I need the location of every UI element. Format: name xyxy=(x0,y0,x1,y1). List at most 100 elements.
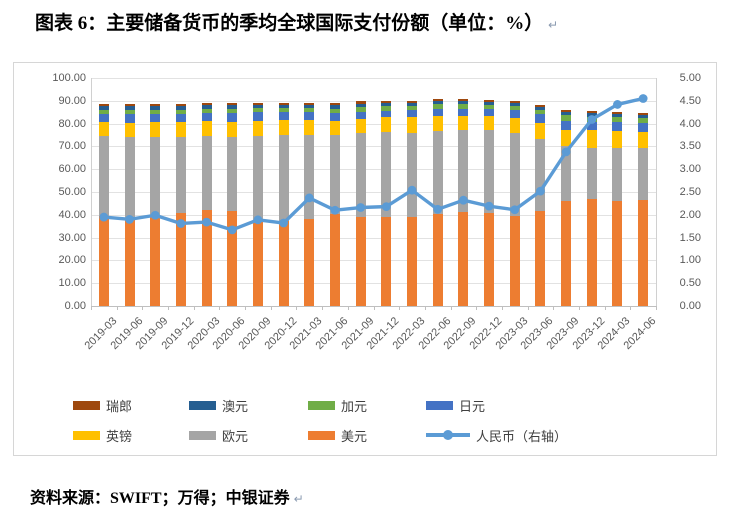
bar-segment-瑞郎 xyxy=(638,113,649,115)
rmb-line-marker xyxy=(613,100,622,109)
bar-segment-日元 xyxy=(175,114,186,123)
legend-item-英镑: 英镑 xyxy=(73,427,132,444)
bar-segment-加元 xyxy=(407,105,418,111)
bar-segment-美元 xyxy=(278,220,289,306)
legend-item-日元: 日元 xyxy=(426,397,486,414)
bar-segment-澳元 xyxy=(252,105,263,109)
bar-segment-英镑 xyxy=(252,120,263,137)
bar-segment-美元 xyxy=(381,217,392,306)
legend-label: 澳元 xyxy=(222,398,249,414)
rmb-line-marker xyxy=(484,201,494,211)
right-axis-label: 4.00 xyxy=(679,117,701,130)
bar-segment-日元 xyxy=(484,108,495,116)
x-axis-tick xyxy=(656,306,657,310)
bar-segment-日元 xyxy=(278,111,289,120)
rmb-line-marker xyxy=(536,186,545,196)
legend-label: 日元 xyxy=(459,398,486,414)
bar-segment-欧元 xyxy=(252,136,263,220)
bar-segment-欧元 xyxy=(227,136,238,212)
bar-segment-日元 xyxy=(124,114,135,123)
legend-label: 欧元 xyxy=(222,428,249,444)
bar-segment-日元 xyxy=(432,108,443,117)
bar-segment-美元 xyxy=(329,214,340,306)
rmb-line-marker xyxy=(253,215,263,225)
legend-item-加元: 加元 xyxy=(308,397,367,414)
legend-item-澳元: 澳元 xyxy=(189,397,249,414)
bar-segment-欧元 xyxy=(458,130,469,212)
bar-segment-瑞郎 xyxy=(252,103,263,106)
rmb-line-marker xyxy=(356,203,366,212)
plot-border xyxy=(656,78,657,307)
chart-title: 图表 6：主要储备货币的季均全球国际支付份额（单位：%） ↵ xyxy=(35,8,695,35)
bar-segment-澳元 xyxy=(150,106,161,111)
bar-segment-英镑 xyxy=(98,122,109,137)
bar-segment-瑞郎 xyxy=(612,112,623,114)
bar-segment-日元 xyxy=(638,122,649,132)
legend-row: 英镑 欧元 美元 人民币（右轴） xyxy=(14,427,716,444)
bar-segment-瑞郎 xyxy=(227,103,238,106)
bar-segment-美元 xyxy=(638,199,649,306)
bar-segment-欧元 xyxy=(381,131,392,218)
left-axis-label: 0.00 xyxy=(64,300,86,312)
bar-segment-英镑 xyxy=(586,129,597,148)
rmb-line-marker xyxy=(510,205,520,215)
bar-segment-澳元 xyxy=(432,100,443,105)
bar-segment-澳元 xyxy=(124,106,135,111)
bar-segment-英镑 xyxy=(535,123,546,139)
legend-item-欧元: 欧元 xyxy=(189,427,249,444)
x-axis-tick xyxy=(245,306,247,310)
bar-segment-加元 xyxy=(124,110,135,115)
bar-segment-欧元 xyxy=(612,148,623,201)
right-axis-label: 2.00 xyxy=(679,208,701,221)
bar-segment-欧元 xyxy=(304,134,315,220)
legend-row: 瑞郎 澳元 加元 日元 xyxy=(14,397,716,414)
bar-segment-日元 xyxy=(509,110,520,118)
bar-segment-加元 xyxy=(381,105,392,111)
chart-frame: 100.00 90.00 80.00 70.00 60.00 50.00 40.00 30.0… xyxy=(13,62,717,456)
bar-segment-加元 xyxy=(227,108,238,114)
rmb-line-marker xyxy=(381,202,391,211)
bar-segment-澳元 xyxy=(355,103,366,107)
bar-segment-加元 xyxy=(304,107,315,113)
bar-segment-加元 xyxy=(535,109,546,115)
bar-segment-瑞郎 xyxy=(561,110,572,112)
x-axis-tick xyxy=(527,306,529,310)
bar-segment-欧元 xyxy=(561,145,572,201)
legend-line-marker-icon xyxy=(443,430,453,440)
bar-segment-瑞郎 xyxy=(329,103,340,106)
bar-segment-欧元 xyxy=(201,135,212,211)
legend-item-美元: 美元 xyxy=(308,427,367,444)
source-note-text: 资料来源：SWIFT；万得；中银证券 xyxy=(30,490,290,507)
bar-segment-澳元 xyxy=(484,101,495,105)
legend-swatch-icon xyxy=(189,430,216,440)
x-axis-tick xyxy=(399,306,401,310)
bar-segment-瑞郎 xyxy=(124,103,135,107)
bar-segment-瑞郎 xyxy=(150,103,161,107)
bar-segment-欧元 xyxy=(150,137,161,216)
rmb-line-marker xyxy=(433,204,443,214)
left-axis-label: 70.00 xyxy=(58,140,86,153)
x-axis-tick xyxy=(116,306,118,310)
bar-segment-美元 xyxy=(612,200,623,306)
bar-segment-英镑 xyxy=(304,119,315,135)
bar-segment-欧元 xyxy=(509,132,520,216)
rmb-line-marker xyxy=(638,94,648,103)
bar-segment-美元 xyxy=(124,217,135,306)
source-note: 资料来源：SWIFT；万得；中银证券 ↵ xyxy=(30,484,304,508)
bar-segment-英镑 xyxy=(355,118,366,134)
left-axis-label: 60.00 xyxy=(58,163,86,176)
x-axis-tick xyxy=(450,306,452,310)
bar-segment-澳元 xyxy=(278,104,289,108)
bar-segment-英镑 xyxy=(458,116,469,131)
bar-segment-英镑 xyxy=(227,121,238,137)
bar-segment-澳元 xyxy=(304,104,315,108)
bar-segment-加元 xyxy=(98,109,109,115)
legend-swatch-icon xyxy=(189,400,216,410)
bar-segment-日元 xyxy=(201,112,212,121)
bar-segment-英镑 xyxy=(407,117,418,133)
gridline xyxy=(91,146,656,148)
paragraph-mark-icon: ↵ xyxy=(293,492,304,506)
gridline xyxy=(91,78,656,79)
bar-segment-瑞郎 xyxy=(432,99,443,101)
x-axis-tick xyxy=(168,306,170,310)
